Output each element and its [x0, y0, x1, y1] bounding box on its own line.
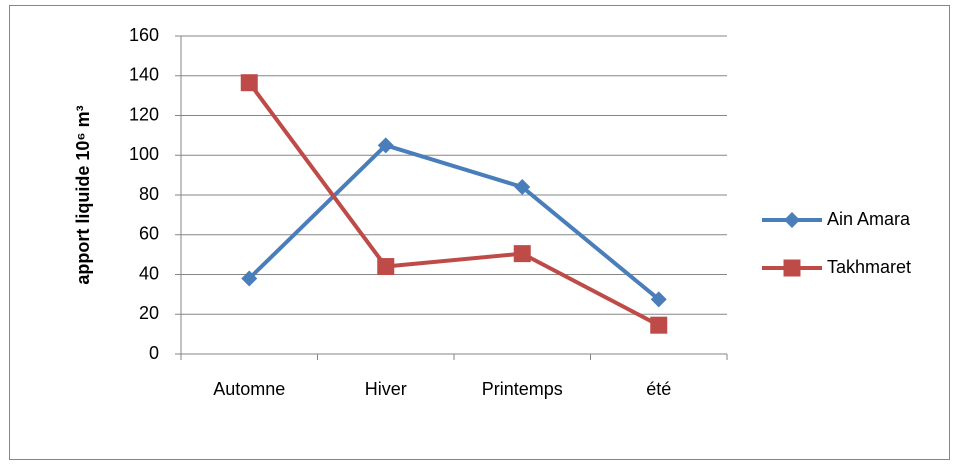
data-point [377, 137, 394, 154]
y-tick-label: 80 [139, 184, 159, 204]
x-tick-label: Hiver [365, 379, 407, 399]
y-tick-label: 40 [139, 263, 159, 283]
series-line [247, 81, 660, 327]
legend-label: Takhmaret [827, 257, 911, 277]
y-tick-label: 120 [129, 104, 159, 124]
data-point [240, 74, 258, 92]
y-tick-label: 140 [129, 65, 159, 85]
y-tick-label: 60 [139, 224, 159, 244]
series-line [247, 143, 661, 301]
legend-label: Ain Amara [827, 209, 911, 229]
data-point [650, 316, 668, 334]
data-point [650, 291, 667, 308]
chart-border [9, 5, 950, 460]
data-point [241, 270, 258, 287]
data-point [513, 245, 531, 263]
legend-marker [783, 259, 801, 277]
data-point [377, 258, 395, 276]
y-axis-label: apport liquide 10⁶ m³ [73, 105, 93, 284]
y-tick-label: 160 [129, 25, 159, 45]
data-point [514, 179, 531, 196]
x-tick-label: été [646, 379, 671, 399]
x-tick-label: Printemps [482, 379, 563, 399]
y-tick-label: 0 [149, 343, 159, 363]
y-tick-label: 20 [139, 303, 159, 323]
x-tick-label: Automne [213, 379, 285, 399]
y-tick-label: 100 [129, 144, 159, 164]
legend-marker [784, 212, 800, 228]
